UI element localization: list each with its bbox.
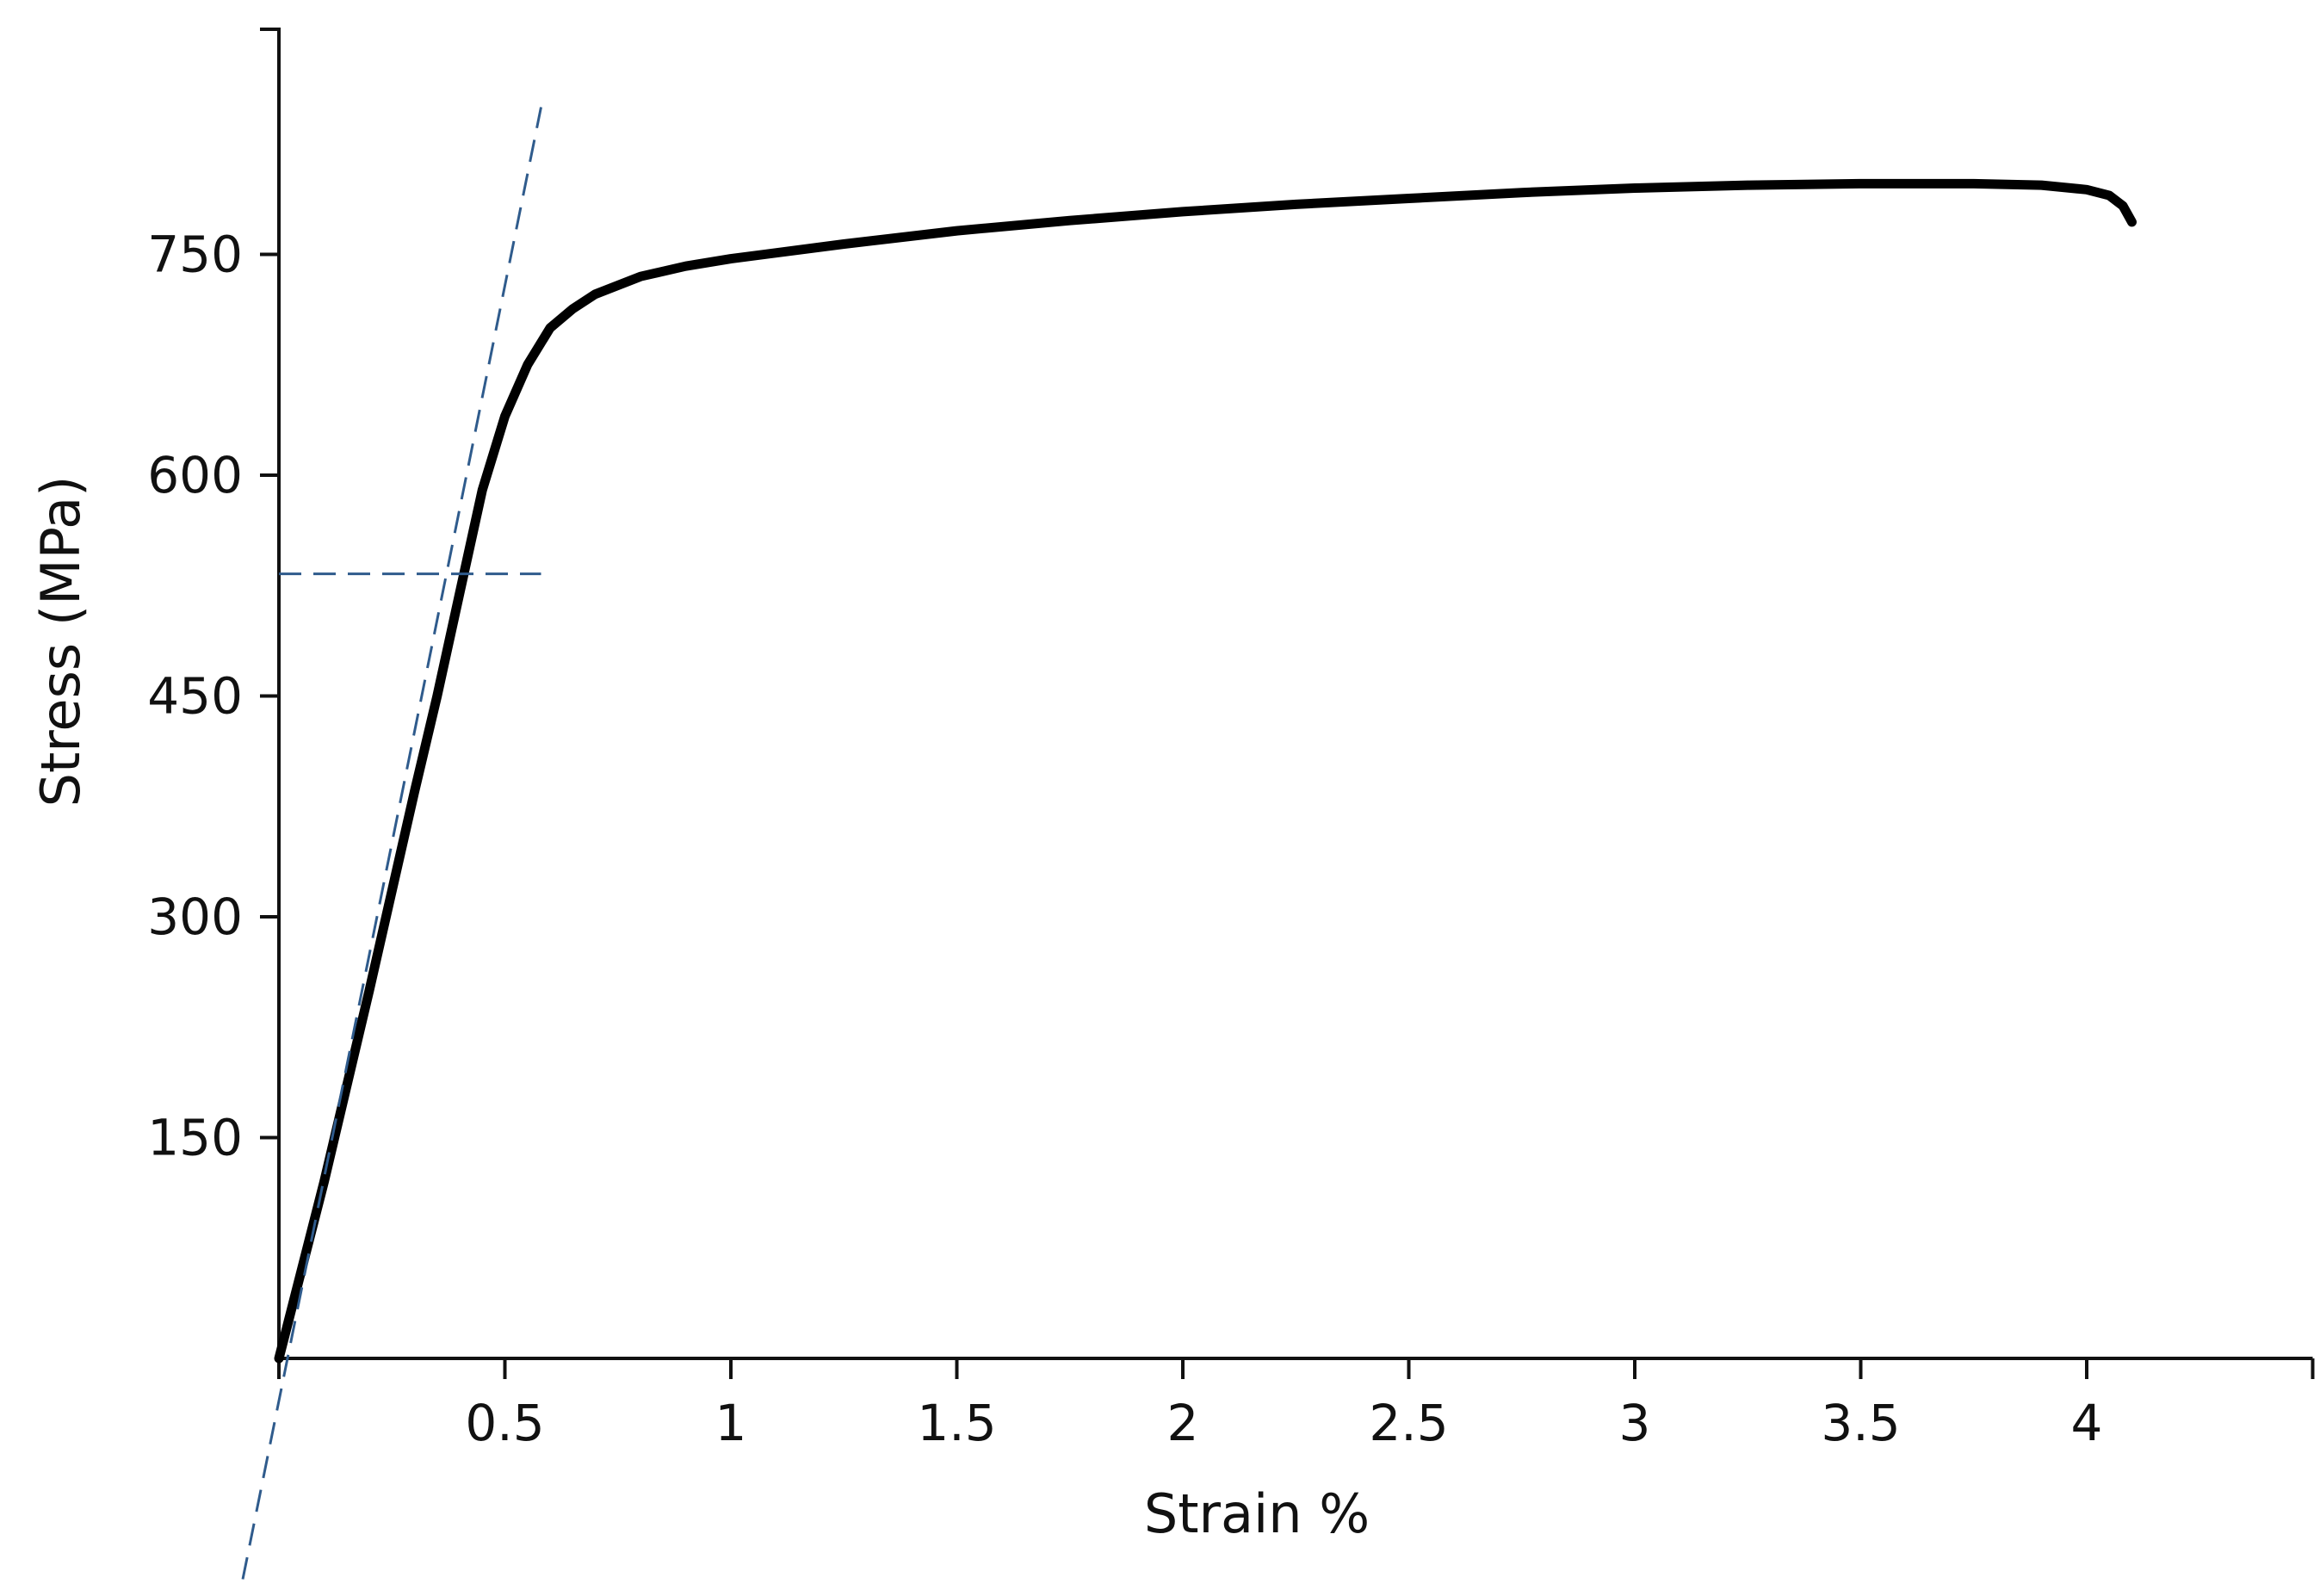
x-tick-label: 1 (715, 1394, 747, 1452)
stress-strain-curve (274, 178, 2137, 1364)
x-tick-label: 4 (2071, 1394, 2103, 1452)
x-tick-label: 3 (1619, 1394, 1651, 1452)
x-tick-label: 3.5 (1821, 1394, 1900, 1452)
y-tick-label: 450 (147, 667, 243, 726)
x-tick-label: 0.5 (465, 1394, 544, 1452)
series-layer (241, 107, 2137, 1580)
labels: Strain % Stress (MPa) (29, 476, 1370, 1545)
y-tick-label: 300 (147, 888, 243, 946)
y-tick-label: 750 (147, 226, 243, 284)
axes: 0.5 1 1.5 2 2.5 3 3.5 4 150 300 450 600 750 (147, 28, 2315, 1452)
y-tick-label: 150 (147, 1109, 243, 1167)
x-tick-label: 2 (1167, 1394, 1199, 1452)
y-axis-title: Stress (MPa) (29, 476, 92, 807)
x-tick-label: 2.5 (1369, 1394, 1448, 1452)
dashed-guide-line-1 (241, 107, 542, 1580)
x-tick-label: 1.5 (917, 1394, 996, 1452)
y-tick-label: 600 (147, 446, 243, 504)
x-axis-title: Strain % (1144, 1482, 1370, 1545)
